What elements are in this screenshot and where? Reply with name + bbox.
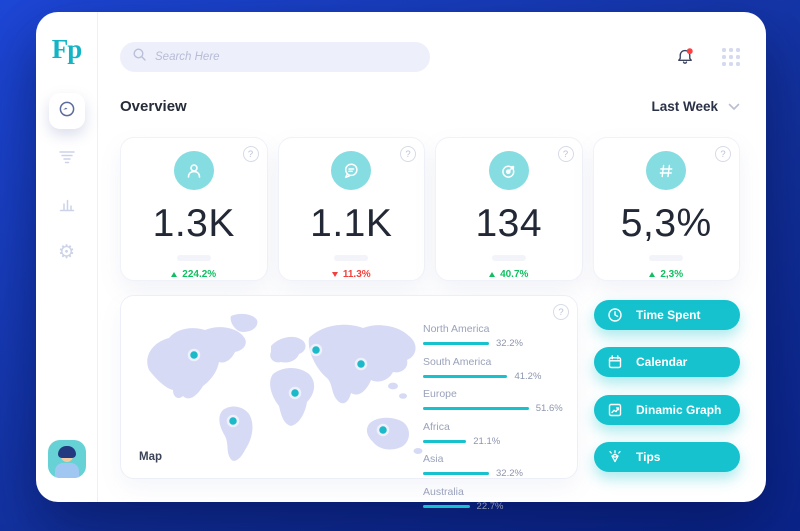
notification-dot [686,48,693,55]
stat-change: 2,3% [649,269,683,280]
region-pct: 22.7% [476,500,504,512]
gem-icon [609,450,621,463]
region-row: Africa 21.1% [423,420,501,447]
region-pct: 51.6% [535,403,563,414]
region-pct: 32.2% [496,468,523,479]
region-bar [423,407,529,410]
target-icon [488,151,529,191]
gear-icon: ⚙ [57,241,76,263]
region-bar [423,504,470,508]
hash-icon [646,151,687,191]
map-marker-russia [309,343,323,357]
region-pct: 21.1% [473,435,501,447]
action-buttons: Time Spent Calendar [594,295,740,479]
map-marker-australia [376,423,390,437]
region-bar [423,342,489,345]
tips-button[interactable]: Tips [594,441,740,472]
region-row: Asia 32.2% [423,453,523,479]
apps-grid-button[interactable] [722,48,740,66]
user-avatar[interactable] [47,440,86,478]
lower-section: ? [120,295,740,512]
avatar-hair [57,446,76,458]
stat-card-goals: ? 134 40.7% [435,137,583,281]
app-logo: Fp [51,34,82,64]
world-map [147,313,423,461]
topbar-icons [674,46,740,68]
sidebar-nav: ⚙ [48,93,85,267]
map-marker-north-america [187,348,201,362]
filter-icon [57,150,77,171]
stat-divider [176,255,211,261]
stat-value: 1.1K [310,202,393,246]
region-bar [423,439,467,443]
region-pct: 41.2% [514,370,542,382]
region-list: North America 32.2% South America 41.2% [423,323,565,518]
search-input[interactable] [155,51,418,63]
stat-value: 5,3% [620,202,712,246]
sidebar-item-filter[interactable] [49,145,85,175]
stat-card-rate: ? 5,3% 2,3% [592,137,740,281]
map-marker-africa [288,386,302,400]
stat-value: 134 [475,202,543,246]
chevron-down-icon [728,103,740,110]
graph-icon [608,403,622,416]
map-marker-south-america [226,414,240,428]
gauge-icon [57,99,77,124]
stat-divider [491,255,526,261]
page-title: Overview [120,98,187,115]
region-bar [423,374,508,378]
stat-divider [649,255,684,261]
avatar-shirt [54,463,79,478]
period-selector[interactable]: Last Week [651,99,740,114]
trend-arrow-icon [649,272,656,277]
page-header: Overview Last Week [120,98,740,115]
calendar-icon [608,355,622,369]
clock-icon [608,308,622,322]
dinamic-graph-button[interactable]: Dinamic Graph [594,394,740,425]
chat-icon [331,151,372,191]
help-icon[interactable]: ? [715,146,731,162]
region-bar [423,472,489,475]
help-icon[interactable]: ? [400,146,416,162]
trend-arrow-icon [171,272,178,277]
time-spent-button[interactable]: Time Spent [594,300,740,330]
user-icon [173,151,214,191]
dashboard-panel: Fp [36,12,766,512]
map-markers [187,343,390,437]
help-icon[interactable]: ? [242,146,259,162]
stat-change: 40.7% [489,269,528,280]
bar-chart-icon [57,194,77,219]
stat-card-messages: ? 1.1K 11.3% [277,137,425,281]
trend-arrow-icon [331,272,338,277]
sidebar: Fp [36,12,98,502]
stat-change: 224.2% [171,269,216,280]
help-icon[interactable]: ? [557,146,574,162]
stat-card-users: ? 1.3K 224.2% [120,137,268,281]
help-icon[interactable]: ? [553,304,569,320]
sidebar-item-dashboard[interactable] [48,93,85,129]
trend-arrow-icon [489,272,496,277]
search-bar[interactable] [120,42,430,72]
stat-change: 11.3% [331,269,371,280]
region-row: South America 41.2% [423,355,542,382]
sidebar-item-settings[interactable]: ⚙ [49,237,85,267]
map-label: Map [139,451,162,463]
stat-cards: ? 1.3K 224.2% ? [120,137,740,281]
search-icon [132,47,147,67]
region-row: Europe 51.6% [423,388,563,414]
calendar-button[interactable]: Calendar [594,347,740,378]
main-content: Overview Last Week ? 1.3K [98,12,766,512]
notifications-button[interactable] [674,46,696,68]
region-row: Australia 22.7% [423,485,504,512]
region-pct: 32.2% [496,338,523,349]
sidebar-item-analytics[interactable] [49,191,85,221]
period-label: Last Week [651,99,718,114]
map-marker-east-asia [354,357,368,371]
stat-value: 1.3K [152,202,235,246]
region-row: North America 32.2% [423,323,523,349]
topbar [120,42,740,72]
map-card: ? [120,295,578,512]
stat-divider [334,255,369,261]
